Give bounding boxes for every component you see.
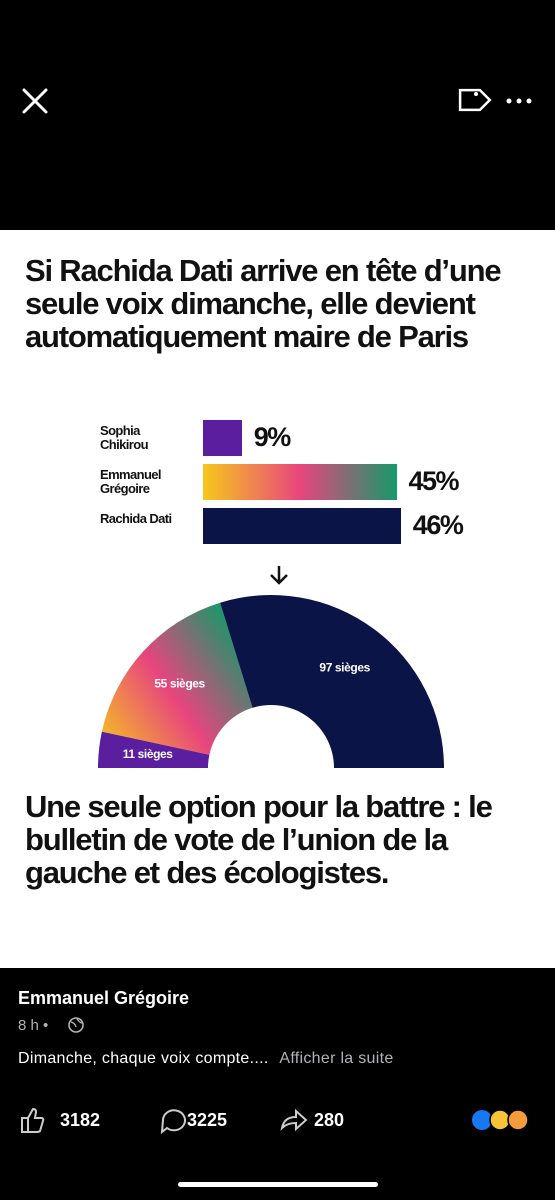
care-reaction <box>507 1109 529 1131</box>
seat-label: 11 sièges <box>123 747 174 761</box>
bar-label: Rachida Dati <box>100 511 172 526</box>
conclusion: Une seule option pour la battre : le bul… <box>25 789 493 890</box>
bar-chart: Sophia Chikirou 9% Emmanuel Grégoire 45% Rac… <box>0 420 555 560</box>
top-bar <box>22 80 532 120</box>
tag-button[interactable] <box>450 80 492 120</box>
seat-segment <box>220 595 444 768</box>
post-footer: Emmanuel Grégoire 8 h • Dimanche, chaque… <box>0 968 555 1200</box>
globe-icon <box>68 1017 84 1033</box>
like-button[interactable] <box>21 1107 45 1133</box>
share-count: 280 <box>314 1110 345 1130</box>
like-count: 3182 <box>60 1110 101 1130</box>
post-time: 8 h • <box>18 1017 49 1034</box>
arrow-icon <box>270 566 288 585</box>
post-text: Dimanche, chaque voix compte.... <box>18 1050 269 1067</box>
haha-reaction <box>489 1109 511 1131</box>
author[interactable]: Emmanuel Grégoire <box>18 988 190 1008</box>
value-label: 9% <box>253 422 292 452</box>
post-image: Si Rachida Dati arrive en tête d’une seu… <box>0 230 555 968</box>
comment-count: 3225 <box>187 1110 228 1130</box>
bar-label: Sophia Chikirou <box>100 423 149 452</box>
seat-label: 55 sièges <box>154 676 205 690</box>
seat-segment <box>98 731 210 768</box>
more-button[interactable] <box>506 98 532 104</box>
bar <box>203 464 397 500</box>
bar <box>203 508 401 544</box>
bar <box>203 420 242 456</box>
see-more[interactable]: Afficher la suite <box>279 1050 394 1067</box>
share-button[interactable] <box>280 1108 308 1132</box>
close-button[interactable] <box>22 88 48 114</box>
seat-label: 97 sièges <box>319 660 370 674</box>
seat-segment <box>101 602 253 755</box>
value-label: 46% <box>412 510 464 540</box>
home-indicator <box>178 1182 378 1187</box>
post-text-row: Dimanche, chaque voix compte.... Affiche… <box>18 1050 394 1068</box>
value-label: 45% <box>408 466 460 496</box>
comment-button[interactable] <box>160 1109 186 1135</box>
action-icons <box>21 1107 529 1135</box>
bar-label: Emmanuel Grégoire <box>100 467 162 496</box>
like-reaction <box>472 1110 492 1130</box>
hemicycle-chart: 11 sièges 55 sièges 97 sièges <box>98 595 444 768</box>
headline: Si Rachida Dati arrive en tête d’une seu… <box>25 253 502 354</box>
